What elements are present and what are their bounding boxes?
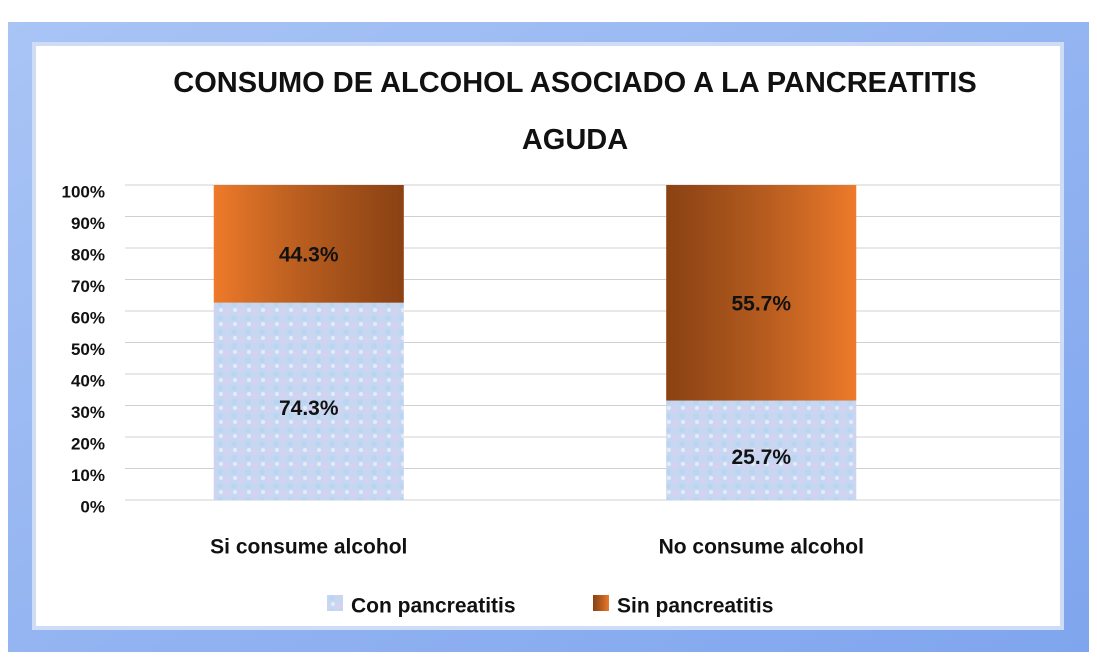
data-label: 25.7%	[731, 446, 791, 469]
data-label: 74.3%	[279, 397, 339, 420]
bar-texture	[213, 302, 404, 500]
legend-label: Con pancreatitis	[351, 595, 516, 618]
y-tick-label: 40%	[71, 371, 105, 390]
y-tick-label: 70%	[71, 277, 105, 296]
bar-texture	[666, 400, 857, 500]
plot-background	[32, 42, 1064, 630]
y-tick-label: 100%	[62, 182, 105, 201]
y-tick-label: 20%	[71, 434, 105, 453]
x-tick-label: Si consume alcohol	[210, 536, 407, 559]
legend-label: Sin pancreatitis	[617, 595, 773, 618]
y-tick-label: 0%	[80, 497, 105, 516]
bar-shade	[666, 185, 857, 401]
y-tick-label: 30%	[71, 403, 105, 422]
y-tick-label: 80%	[71, 245, 105, 264]
x-tick-label: No consume alcohol	[659, 536, 864, 559]
y-tick-label: 50%	[71, 340, 105, 359]
legend-swatch-shade	[327, 595, 343, 611]
y-tick-label: 90%	[71, 214, 105, 233]
data-label: 44.3%	[279, 243, 339, 266]
legend-swatch-shade	[593, 595, 609, 611]
bar-shade	[213, 185, 404, 303]
chart-title: CONSUMO DE ALCOHOL ASOCIADO A LA PANCREA…	[173, 67, 977, 156]
y-tick-label: 60%	[71, 308, 105, 327]
data-label: 55.7%	[731, 292, 791, 315]
y-tick-label: 10%	[71, 466, 105, 485]
